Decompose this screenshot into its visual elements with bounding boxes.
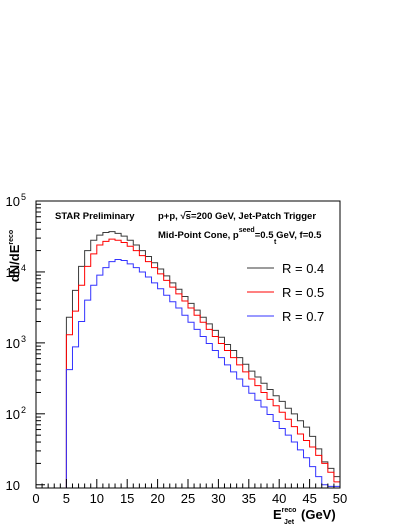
x-tick-label: 35 — [242, 491, 256, 506]
y-tick-label: 10 — [6, 478, 20, 493]
x-tick-label: 15 — [120, 491, 134, 506]
x-tick-label: 50 — [333, 491, 347, 506]
series-line-r-0.5 — [65, 238, 340, 488]
x-tick-label: 25 — [181, 491, 195, 506]
x-tick-label: 5 — [63, 491, 70, 506]
x-axis-title: Ereco — [273, 507, 296, 522]
y-tick-label: 10 — [6, 265, 20, 280]
x-axis-title-sub: Jet — [284, 519, 295, 526]
ticks-layer — [35, 200, 341, 489]
legend-label-r-0.4: R = 0.4 — [282, 261, 324, 276]
series-layer — [65, 231, 340, 488]
x-tick-label: 20 — [150, 491, 164, 506]
y-tick-label-exponent: 5 — [21, 192, 26, 202]
y-tick-label: 10 — [6, 194, 20, 209]
x-tick-label: 40 — [272, 491, 286, 506]
annotation-algorithm: Mid-Point Cone, pseed=0.5 GeV, f=0.5 — [158, 227, 322, 241]
y-tick-label-exponent: 4 — [21, 263, 26, 273]
annotation-preliminary: STAR Preliminary — [55, 211, 135, 222]
x-tick-label: 10 — [90, 491, 104, 506]
x-tick-label: 45 — [302, 491, 316, 506]
y-axis-title: dN/dEreco — [7, 230, 22, 282]
legend-label-r-0.5: R = 0.5 — [282, 285, 324, 300]
y-tick-label-exponent: 3 — [21, 334, 26, 344]
y-tick-label: 10 — [6, 336, 20, 351]
y-tick-label-exponent: 2 — [21, 405, 26, 415]
x-tick-label: 0 — [32, 491, 39, 506]
annotation-collision: p+p, √s=200 GeV, Jet-Patch Trigger — [158, 211, 316, 222]
annotation-algorithm-sub: t — [274, 239, 277, 246]
x-tick-label: 30 — [211, 491, 225, 506]
legend-label-r-0.7: R = 0.7 — [282, 309, 324, 324]
x-axis-title-unit: (GeV) — [301, 507, 336, 522]
y-tick-label: 10 — [6, 407, 20, 422]
legend: R = 0.4 R = 0.5 R = 0.7 — [247, 261, 324, 324]
series-line-r-0.7 — [65, 258, 340, 488]
